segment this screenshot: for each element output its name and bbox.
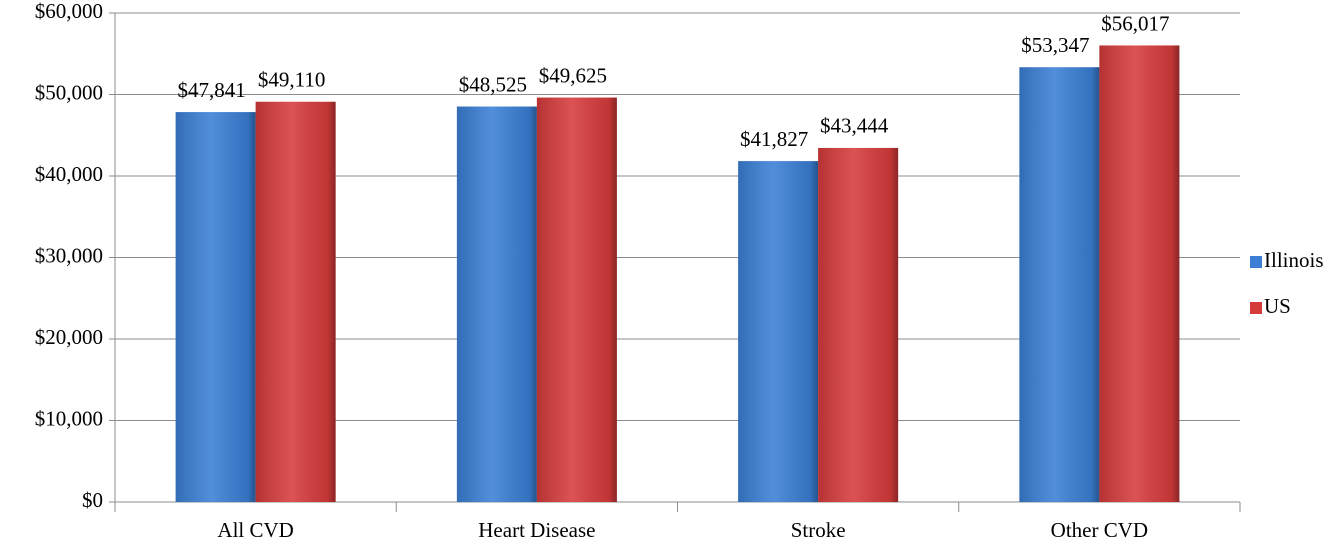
x-tick-label: Stroke bbox=[791, 518, 846, 542]
y-tick-label: $20,000 bbox=[35, 325, 103, 349]
bar bbox=[818, 147, 899, 502]
y-tick-label: $50,000 bbox=[35, 80, 103, 104]
y-tick-label: $10,000 bbox=[35, 406, 103, 430]
bar bbox=[738, 161, 819, 502]
x-tick-label: Heart Disease bbox=[478, 518, 595, 542]
legend-label: Illinois bbox=[1264, 248, 1324, 272]
data-label: $56,017 bbox=[1101, 11, 1169, 35]
y-tick-label: $30,000 bbox=[35, 243, 103, 267]
legend-label: US bbox=[1264, 294, 1291, 318]
data-label: $49,110 bbox=[258, 68, 325, 92]
y-tick-label: $40,000 bbox=[35, 162, 103, 186]
legend-swatch bbox=[1250, 256, 1262, 268]
legend-swatch bbox=[1250, 302, 1262, 314]
data-label: $49,625 bbox=[539, 63, 607, 87]
data-label: $47,841 bbox=[178, 78, 246, 102]
y-tick-label: $0 bbox=[82, 488, 103, 512]
data-label: $48,525 bbox=[459, 72, 527, 96]
bar bbox=[456, 106, 537, 503]
x-tick-label: All CVD bbox=[217, 518, 293, 542]
bar bbox=[1019, 67, 1100, 502]
bar bbox=[1099, 45, 1180, 502]
bar bbox=[536, 97, 617, 503]
y-tick-label: $60,000 bbox=[35, 0, 103, 23]
bar bbox=[175, 112, 256, 502]
x-tick-label: Other CVD bbox=[1051, 518, 1148, 542]
bar bbox=[255, 101, 336, 502]
data-label: $41,827 bbox=[740, 127, 808, 151]
data-label: $53,347 bbox=[1021, 33, 1089, 57]
data-label: $43,444 bbox=[820, 114, 889, 138]
